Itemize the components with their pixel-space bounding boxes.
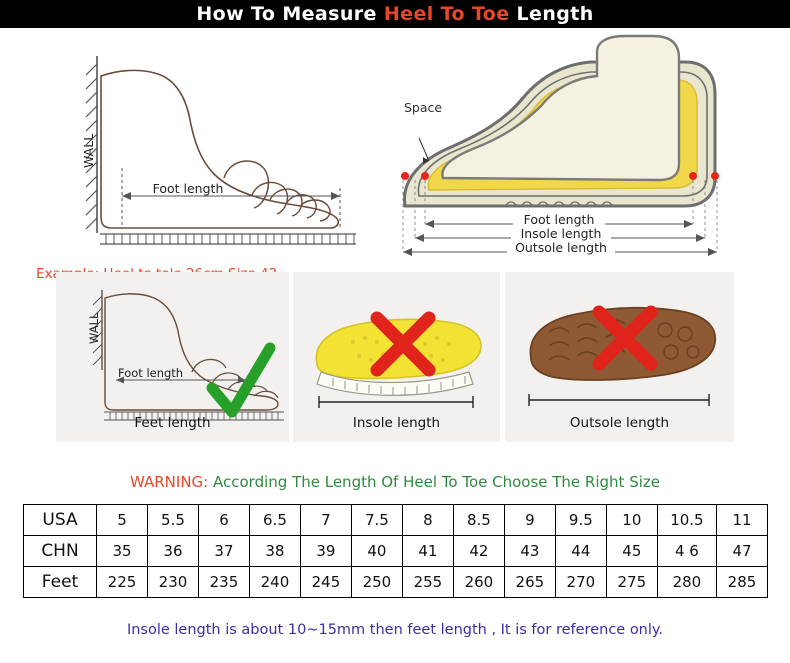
cell-usa-12: 11 [716,504,768,536]
cell-chn-6: 41 [401,535,454,567]
panel1-inner-label: Foot length [118,366,183,380]
cell-feet-6: 255 [401,566,454,598]
shoe-label-outsole-length: Outsole length [515,240,607,255]
cell-usa-9: 9.5 [554,504,607,536]
shoe-label-foot-length: Foot length [524,212,595,227]
cell-feet-10: 275 [605,566,658,598]
cell-usa-7: 8.5 [452,504,505,536]
cell-usa-2: 6 [197,504,250,536]
panel-insole-length: Insole length [293,272,500,442]
panel-caption-insole-length: Insole length [352,415,441,431]
cell-usa-3: 6.5 [248,504,301,536]
warning-text: According The Length Of Heel To Toe Choo… [213,473,660,491]
wall-label-panel1: WALL [87,312,101,344]
cell-chn-10: 45 [605,535,658,567]
panel-outsole-length: Outsole length [505,272,734,442]
foot-in-shoe-diagram: Foot length Insole length Outsole length [385,28,790,266]
title-part-1: How To Measure [196,3,377,25]
cell-feet-11: 280 [656,566,718,598]
table-row: Feet 225 230 235 240 245 250 255 260 265… [23,566,768,598]
size-table: USA 5 5.5 6 6.5 7 7.5 8 8.5 9 9.5 10 10.… [23,504,768,598]
foot-length-label-left: Foot length [153,181,224,196]
panel-caption-outsole-length: Outsole length [569,415,670,431]
page-title-bar: How To Measure Heel To Toe Length [0,0,790,28]
cell-chn-7: 42 [452,535,505,567]
panel-caption-feet-length: Feet length [134,415,211,431]
cell-feet-3: 240 [248,566,301,598]
cell-usa-6: 8 [401,504,454,536]
cell-feet-9: 270 [554,566,607,598]
cell-chn-3: 38 [248,535,301,567]
cell-feet-5: 250 [350,566,403,598]
cell-chn-0: 35 [96,535,148,567]
cell-chn-4: 39 [299,535,352,567]
cell-usa-11: 10.5 [656,504,718,536]
cell-chn-5: 40 [350,535,403,567]
row-label-usa: USA [23,504,97,536]
cell-usa-1: 5.5 [146,504,199,536]
space-label: Space [404,100,443,115]
top-diagram-area: WALL Foot length [0,28,790,285]
cell-feet-4: 245 [299,566,352,598]
cell-usa-4: 7 [299,504,352,536]
title-part-highlight: Heel To Toe [383,3,510,25]
footer-note: Insole length is about 10~15mm then feet… [126,622,664,638]
warning-line: WARNING: According The Length Of Heel To… [0,473,790,491]
row-label-feet: Feet [23,566,97,598]
table-row: CHN 35 36 37 38 39 40 41 42 43 44 45 4 6… [23,535,768,567]
cell-feet-1: 230 [146,566,199,598]
cell-feet-7: 260 [452,566,505,598]
cell-usa-8: 9 [503,504,556,536]
comparison-panels: Foot length WALL Feet length [0,272,790,442]
wall-label-left: WALL [81,134,96,168]
cell-usa-5: 7.5 [350,504,403,536]
cell-feet-8: 265 [503,566,556,598]
cell-chn-2: 37 [197,535,250,567]
table-row: USA 5 5.5 6 6.5 7 7.5 8 8.5 9 9.5 10 10.… [23,504,768,536]
row-label-chn: CHN [23,535,97,567]
foot-against-wall-diagram: WALL Foot length [0,28,385,266]
cell-feet-12: 285 [716,566,768,598]
cell-feet-0: 225 [96,566,148,598]
cell-chn-12: 47 [716,535,768,567]
cell-chn-1: 36 [146,535,199,567]
cell-chn-11: 4 6 [656,535,718,567]
cell-chn-8: 43 [503,535,556,567]
cell-chn-9: 44 [554,535,607,567]
warning-word: WARNING: [129,473,209,491]
cell-usa-0: 5 [96,504,148,536]
panel-feet-length: Foot length WALL Feet length [56,272,289,442]
cell-usa-10: 10 [605,504,658,536]
shoe-label-insole-length: Insole length [521,226,602,241]
title-part-3: Length [516,3,594,25]
cell-feet-2: 235 [197,566,250,598]
